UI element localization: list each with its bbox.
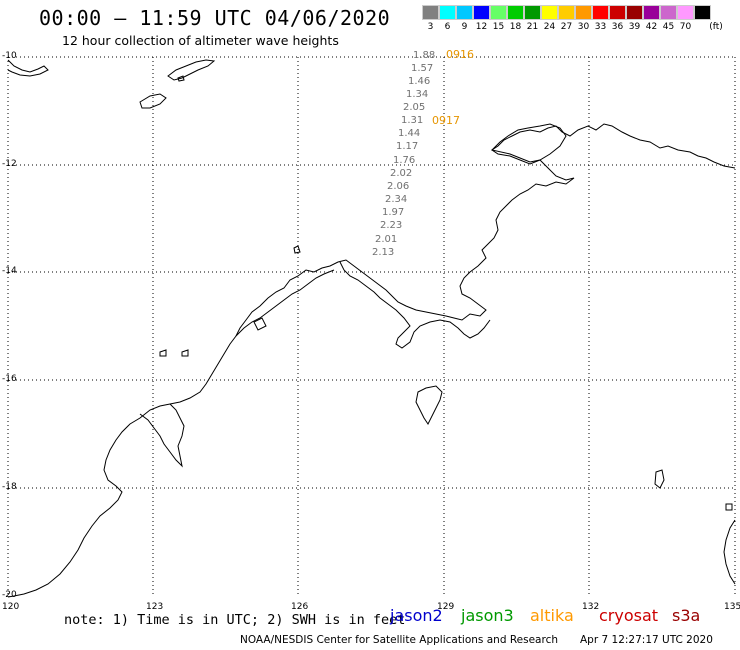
color-swatch (677, 5, 694, 20)
graticule (8, 56, 735, 596)
coastline-islet (159, 349, 167, 357)
swh-value: 2.13 (372, 247, 395, 258)
swh-value: 1.17 (396, 141, 419, 152)
color-scale-label: 42 (645, 22, 658, 32)
coastline-island-timor (167, 59, 216, 81)
swh-value: 1.76 (393, 155, 416, 166)
map-title: 00:00 – 11:59 UTC 04/06/2020 (39, 6, 391, 30)
coastline-islet-east (654, 469, 665, 489)
color-scale-label: 24 (543, 22, 556, 32)
color-swatch (524, 5, 541, 20)
color-scale-label: 27 (560, 22, 573, 32)
time-marker: 0916 (446, 48, 474, 61)
color-swatch (541, 5, 558, 20)
color-swatch (456, 5, 473, 20)
coastline-gulf-bays (339, 261, 491, 349)
color-scale-label: 12 (475, 22, 488, 32)
color-scale-label: 9 (461, 22, 468, 32)
lat-label: -12 (2, 159, 17, 169)
swh-value: 2.02 (390, 168, 413, 179)
satellite-cryosat: cryosat (599, 606, 659, 625)
color-scale-label: 6 (444, 22, 451, 32)
color-scale-label: 70 (679, 22, 692, 32)
satellite-jason2: jason2 (390, 606, 443, 625)
color-swatch (558, 5, 575, 20)
color-swatch (694, 5, 711, 20)
lon-label: 123 (146, 602, 164, 612)
color-swatch (507, 5, 524, 20)
swh-value: 2.06 (387, 181, 410, 192)
color-scale-label: 18 (509, 22, 522, 32)
color-scale-label: 33 (594, 22, 607, 32)
color-scale-bar (422, 5, 711, 20)
color-swatch (422, 5, 439, 20)
lon-label: 132 (582, 602, 600, 612)
note-text: note: 1) Time is in UTC; 2) SWH is in fe… (64, 612, 406, 628)
lat-label: -14 (2, 266, 17, 276)
lon-label: 129 (437, 602, 455, 612)
coastline-island-south (415, 385, 443, 425)
swh-value: 1.97 (382, 207, 405, 218)
lat-label: -20 (2, 590, 17, 600)
color-scale-label: 3 (427, 22, 434, 32)
satellite-jason3: jason3 (461, 606, 514, 625)
color-scale-label: 30 (577, 22, 590, 32)
color-scale-label: 21 (526, 22, 539, 32)
color-swatch (643, 5, 660, 20)
lat-label: -10 (2, 51, 17, 61)
color-scale-label: 39 (628, 22, 641, 32)
color-swatch (660, 5, 677, 20)
lon-label: 120 (2, 602, 20, 612)
swh-value: 2.34 (385, 194, 408, 205)
swh-value: 2.01 (375, 234, 398, 245)
color-scale-unit: (ft) (709, 22, 723, 32)
coastline-island-dot (177, 75, 185, 82)
color-swatch (626, 5, 643, 20)
color-scale-label: 15 (492, 22, 505, 32)
credit-text: NOAA/NESDIS Center for Satellite Applica… (240, 634, 558, 646)
coastline-islet (253, 317, 267, 331)
coastline-island-small (139, 93, 167, 109)
coastline-islet (181, 349, 189, 357)
coastline-islet-east (725, 503, 733, 511)
color-swatch (575, 5, 592, 20)
time-marker: 0917 (432, 114, 460, 127)
swh-value: 1.34 (406, 89, 429, 100)
color-scale-label: 45 (662, 22, 675, 32)
satellite-altika: altika (530, 606, 574, 625)
color-scale-label: 36 (611, 22, 624, 32)
swh-value: 1.57 (411, 63, 434, 74)
coastlines (7, 59, 736, 598)
lat-label: -18 (2, 482, 17, 492)
coastline-kimberley (235, 269, 335, 337)
coastline-melville-island (491, 123, 567, 163)
lon-label: 126 (291, 602, 309, 612)
swh-value: 1.31 (401, 115, 424, 126)
coastline-east-edge (723, 519, 736, 585)
map-subtitle: 12 hour collection of altimeter wave hei… (62, 33, 339, 48)
coastline-arnhem (7, 123, 736, 598)
color-swatch (490, 5, 507, 20)
lon-label: 135 (724, 602, 740, 612)
swh-value: 1.44 (398, 128, 421, 139)
color-swatch (592, 5, 609, 20)
generated-timestamp: Apr 7 12:27:17 UTC 2020 (580, 634, 713, 646)
swh-value: 1.88 (413, 50, 436, 61)
swh-value: 1.46 (408, 76, 431, 87)
coastline-islet (293, 245, 301, 254)
satellite-s3a: s3a (672, 606, 701, 625)
color-swatch (439, 5, 456, 20)
swh-value: 2.23 (380, 220, 403, 231)
color-swatch (609, 5, 626, 20)
swh-value: 2.05 (403, 102, 426, 113)
coastline-bay-inner (139, 403, 185, 468)
color-swatch (473, 5, 490, 20)
coastline-island-nw (7, 59, 49, 77)
lat-label: -16 (2, 374, 17, 384)
